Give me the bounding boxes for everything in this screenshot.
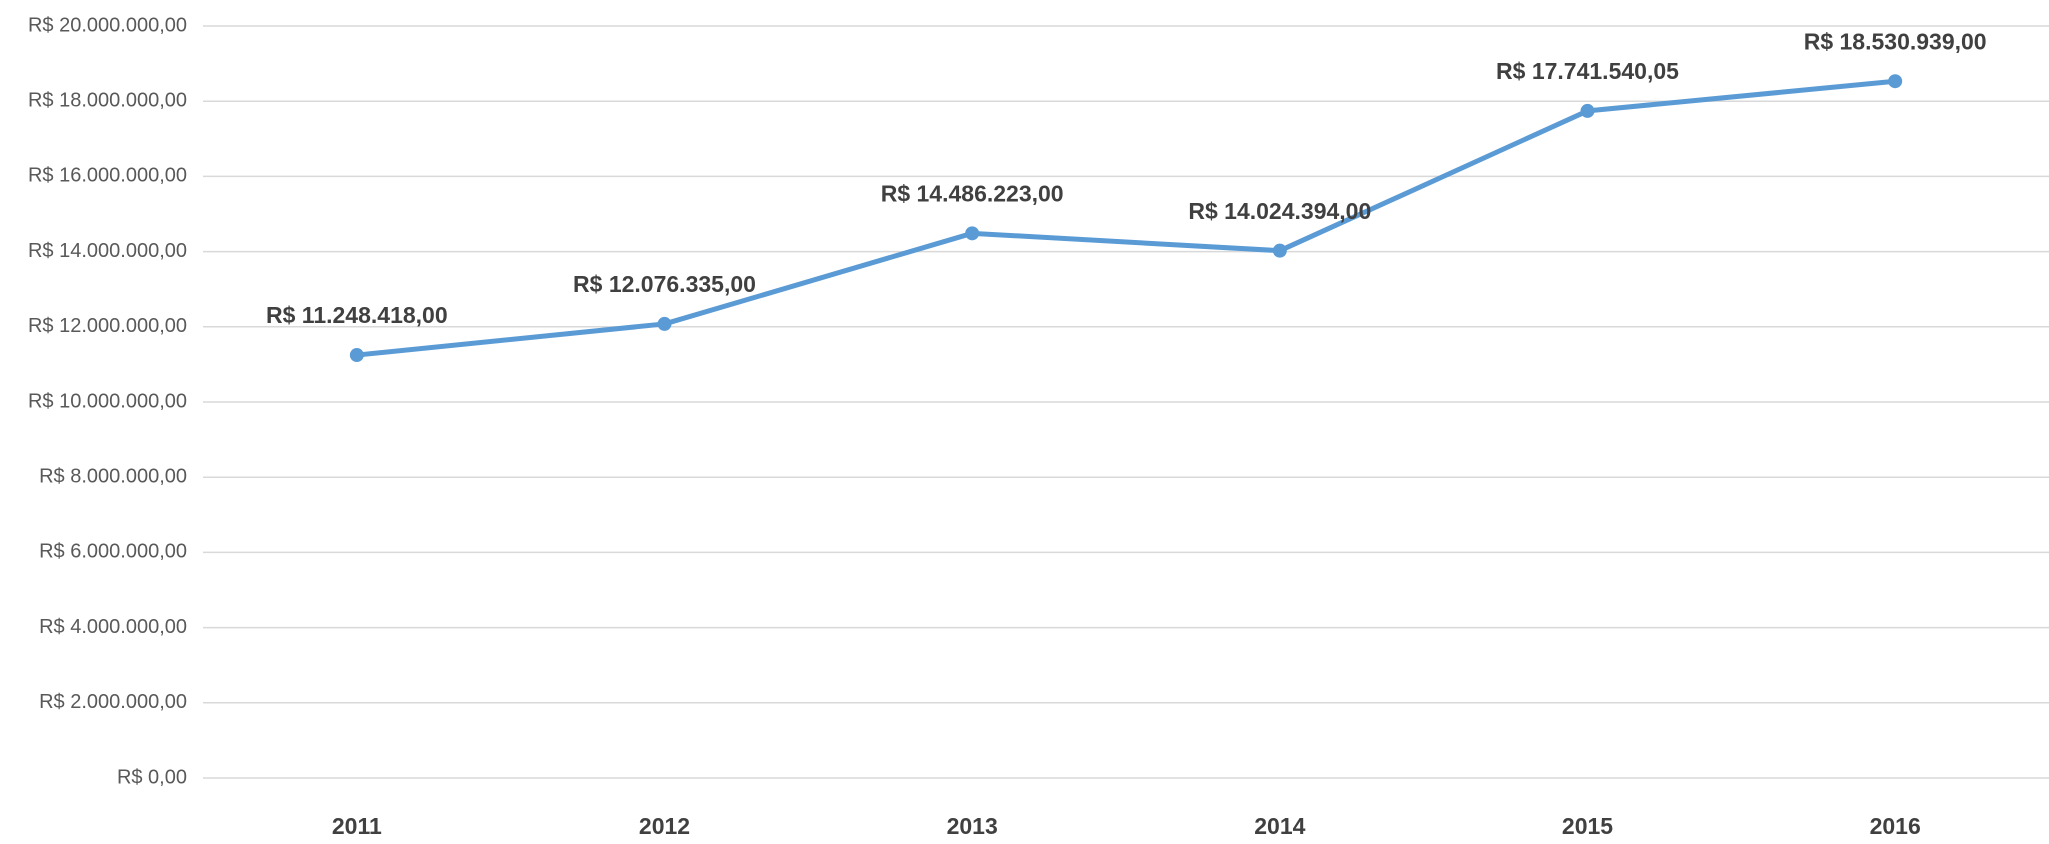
y-tick-label: R$ 2.000.000,00 xyxy=(39,691,187,713)
marker xyxy=(1888,74,1903,89)
x-tick-label: 2011 xyxy=(332,813,382,839)
data-label: R$ 11.248.418,00 xyxy=(266,302,448,328)
data-label: R$ 17.741.540,05 xyxy=(1496,58,1679,84)
data-label: R$ 12.076.335,00 xyxy=(573,271,756,297)
y-tick-label: R$ 14.000.000,00 xyxy=(28,240,187,262)
y-tick-label: R$ 12.000.000,00 xyxy=(28,315,187,337)
y-tick-label: R$ 4.000.000,00 xyxy=(39,616,187,638)
marker xyxy=(1580,103,1595,118)
marker xyxy=(1272,243,1287,258)
y-tick-label: R$ 16.000.000,00 xyxy=(28,165,187,187)
x-tick-label: 2016 xyxy=(1870,813,1921,839)
marker xyxy=(965,226,980,241)
y-tick-label: R$ 20.000.000,00 xyxy=(28,14,187,36)
y-tick-label: R$ 10.000.000,00 xyxy=(28,390,187,412)
data-label: R$ 14.486.223,00 xyxy=(881,180,1064,206)
y-tick-label: R$ 8.000.000,00 xyxy=(39,465,187,487)
x-tick-label: 2013 xyxy=(947,813,998,839)
marker xyxy=(657,316,672,331)
x-tick-label: 2015 xyxy=(1562,813,1613,839)
y-tick-label: R$ 0,00 xyxy=(117,766,187,788)
y-tick-label: R$ 6.000.000,00 xyxy=(39,541,187,563)
marker xyxy=(349,348,364,363)
x-tick-label: 2012 xyxy=(639,813,690,839)
x-tick-label: 2014 xyxy=(1254,813,1305,839)
data-label: R$ 14.024.394,00 xyxy=(1188,198,1371,224)
y-tick-label: R$ 18.000.000,00 xyxy=(28,89,187,111)
series-line xyxy=(356,78,1896,358)
data-label: R$ 18.530.939,00 xyxy=(1804,28,1987,54)
